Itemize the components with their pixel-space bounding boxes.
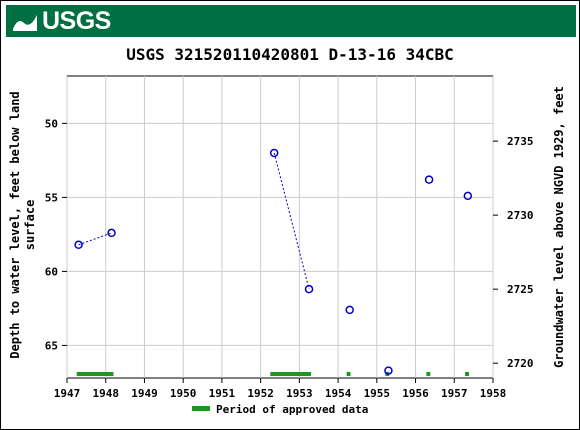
x-tick-label: 1953 <box>286 387 313 400</box>
approved-period-bar <box>465 372 469 376</box>
plot-area <box>66 75 494 379</box>
data-point <box>304 284 314 294</box>
x-tick-label: 1947 <box>54 387 81 400</box>
y-left-tick-label: 55 <box>45 191 58 204</box>
y-axis-right-label: Groundwater level above NGVD 1929, feet <box>552 86 566 368</box>
usgs-logo[interactable]: USGS <box>12 7 111 35</box>
data-point <box>463 191 473 201</box>
y-right-tick-label: 2720 <box>507 357 534 370</box>
data-point <box>107 228 116 238</box>
x-axis-ticks: 1947 1948 1949 1950 1951 1952 1953 1954 1955 1956… <box>54 378 507 400</box>
usgs-header-banner: USGS <box>6 5 576 37</box>
x-tick-label: 1948 <box>92 387 119 400</box>
series-segment <box>78 232 112 246</box>
x-tick-label: 1958 <box>480 387 507 400</box>
y-axis-left-label-line: surface <box>23 200 37 251</box>
y-axis-left-ticks: 50 55 60 65 <box>45 117 67 352</box>
approved-period-bar <box>346 372 351 376</box>
approved-period-bar <box>426 372 431 376</box>
y-left-tick-label: 50 <box>45 117 58 130</box>
y-right-tick-label: 2730 <box>507 209 534 222</box>
y-left-tick-label: 65 <box>45 339 58 352</box>
data-points <box>74 148 473 375</box>
data-point <box>345 305 354 315</box>
usgs-logo-text: USGS <box>42 6 111 35</box>
legend: Period of approved data <box>192 403 368 416</box>
x-tick-label: 1957 <box>441 387 468 400</box>
y-axis-right-ticks: 2720 2725 2730 2735 <box>493 135 534 370</box>
data-point <box>269 148 279 158</box>
approved-period-bar <box>270 372 311 376</box>
legend-swatch <box>192 406 210 411</box>
y-axis-left-label: Depth to water level, feet below landsur… <box>8 91 37 358</box>
x-tick-label: 1950 <box>170 387 197 400</box>
data-point <box>424 175 434 184</box>
x-tick-label: 1951 <box>209 387 236 400</box>
y-right-tick-label: 2735 <box>507 135 534 148</box>
x-tick-label: 1954 <box>325 387 352 400</box>
grid-lines <box>66 76 494 378</box>
data-point <box>74 240 83 250</box>
y-left-tick-label: 60 <box>45 265 58 278</box>
x-tick-label: 1952 <box>247 387 274 400</box>
x-tick-label: 1956 <box>402 387 429 400</box>
chart-title: USGS 321520110420801 D-13-16 34CBC <box>126 45 454 64</box>
approved-period-bar <box>76 372 114 376</box>
legend-label: Period of approved data <box>216 403 368 416</box>
x-tick-label: 1949 <box>131 387 158 400</box>
y-axis-left-label-line: Depth to water level, feet below land <box>8 91 22 358</box>
x-tick-label: 1955 <box>364 387 391 400</box>
y-right-tick-label: 2725 <box>507 283 534 296</box>
usgs-wave-icon <box>12 10 38 31</box>
series-segment <box>273 152 310 290</box>
series-lines <box>78 152 310 290</box>
data-point <box>384 366 393 375</box>
